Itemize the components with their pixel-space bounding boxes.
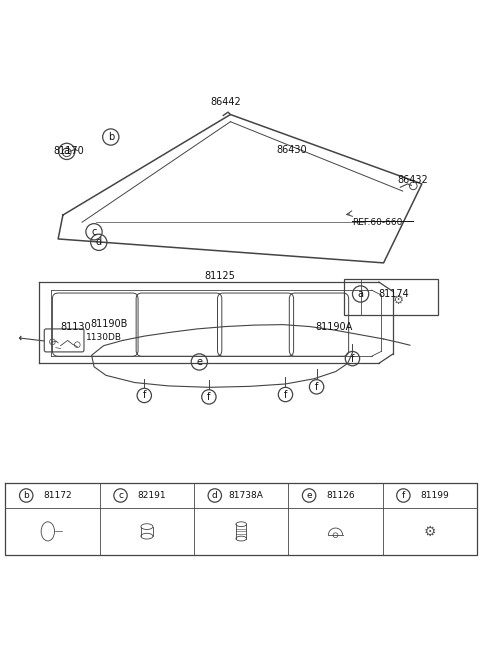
- Text: 81174: 81174: [379, 289, 409, 299]
- Text: d: d: [96, 237, 102, 248]
- Text: b: b: [108, 132, 114, 142]
- Text: 81126: 81126: [326, 491, 355, 500]
- Text: 1130DB: 1130DB: [86, 333, 122, 342]
- Text: d: d: [212, 491, 217, 500]
- Text: 86432: 86432: [397, 175, 428, 185]
- Text: 86442: 86442: [210, 98, 241, 107]
- Text: a: a: [358, 289, 364, 299]
- Text: ⚙: ⚙: [423, 525, 436, 538]
- Text: REF.60-660: REF.60-660: [352, 218, 403, 227]
- Text: b: b: [24, 491, 29, 500]
- Text: 81738A: 81738A: [228, 491, 264, 500]
- Text: 81125: 81125: [204, 271, 235, 281]
- Text: 81190B: 81190B: [91, 319, 128, 329]
- Text: c: c: [91, 227, 96, 236]
- Text: a: a: [64, 146, 70, 157]
- Text: c: c: [118, 491, 123, 500]
- Text: e: e: [306, 491, 312, 500]
- Text: f: f: [315, 382, 318, 392]
- Text: 81172: 81172: [43, 491, 72, 500]
- Text: 81199: 81199: [420, 491, 449, 500]
- Text: e: e: [196, 357, 202, 367]
- Text: f: f: [207, 392, 211, 402]
- Text: 82191: 82191: [137, 491, 166, 500]
- Text: 81190A: 81190A: [316, 322, 353, 333]
- Text: f: f: [143, 390, 146, 400]
- Text: ⚙: ⚙: [393, 294, 404, 307]
- Text: 81170: 81170: [54, 146, 84, 157]
- Text: 81130: 81130: [60, 322, 91, 332]
- Text: f: f: [402, 491, 405, 500]
- Text: f: f: [284, 390, 287, 400]
- Text: 86430: 86430: [276, 145, 307, 155]
- Text: f: f: [351, 354, 354, 364]
